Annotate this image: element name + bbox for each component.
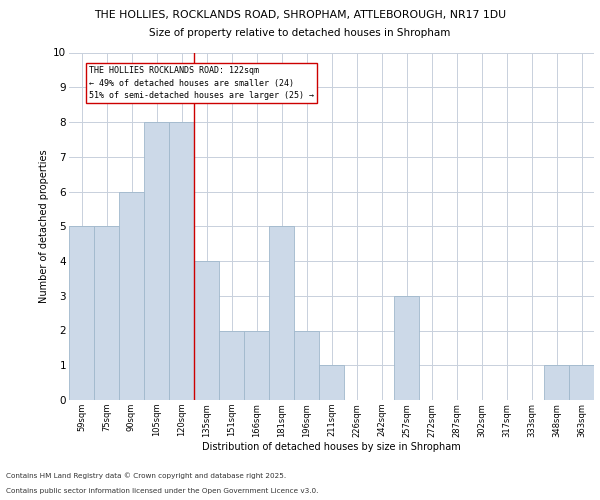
Text: Size of property relative to detached houses in Shropham: Size of property relative to detached ho…: [149, 28, 451, 38]
Bar: [319, 365, 344, 400]
Bar: [294, 330, 319, 400]
Bar: [169, 122, 194, 400]
X-axis label: Distribution of detached houses by size in Shropham: Distribution of detached houses by size …: [202, 442, 461, 452]
Text: Contains public sector information licensed under the Open Government Licence v3: Contains public sector information licen…: [6, 488, 319, 494]
Bar: [194, 261, 219, 400]
Text: THE HOLLIES ROCKLANDS ROAD: 122sqm
← 49% of detached houses are smaller (24)
51%: THE HOLLIES ROCKLANDS ROAD: 122sqm ← 49%…: [89, 66, 314, 100]
Y-axis label: Number of detached properties: Number of detached properties: [39, 150, 49, 303]
Bar: [269, 226, 294, 400]
Bar: [144, 122, 169, 400]
Bar: [94, 226, 119, 400]
Bar: [544, 365, 569, 400]
Bar: [569, 365, 594, 400]
Bar: [219, 330, 244, 400]
Bar: [394, 296, 419, 400]
Bar: [244, 330, 269, 400]
Bar: [119, 192, 144, 400]
Text: Contains HM Land Registry data © Crown copyright and database right 2025.: Contains HM Land Registry data © Crown c…: [6, 472, 286, 479]
Text: THE HOLLIES, ROCKLANDS ROAD, SHROPHAM, ATTLEBOROUGH, NR17 1DU: THE HOLLIES, ROCKLANDS ROAD, SHROPHAM, A…: [94, 10, 506, 20]
Bar: [69, 226, 94, 400]
